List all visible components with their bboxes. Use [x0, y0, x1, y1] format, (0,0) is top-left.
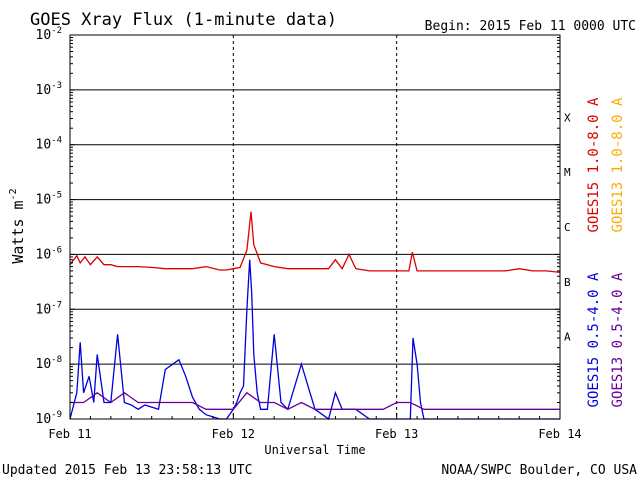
- flare-class-label: M: [564, 166, 571, 179]
- legend-entry: GOES15 0.5-4.0 A: [586, 272, 602, 407]
- svg-text:Watts m-2: Watts m-2: [8, 188, 27, 263]
- updated-timestamp: Updated 2015 Feb 13 23:58:13 UTC: [2, 463, 252, 478]
- grid: [70, 34, 560, 420]
- chart-title: GOES Xray Flux (1-minute data): [30, 10, 337, 30]
- y-tick-label: 10-9: [36, 410, 63, 427]
- flare-class-label: C: [564, 221, 571, 234]
- y-axis-label-text: Watts m: [9, 200, 27, 263]
- legend: GOES15 1.0-8.0 A GOES13 1.0-8.0 A GOES15 0…: [586, 97, 626, 407]
- y-axis-label: Watts m-2: [8, 188, 27, 263]
- series-line: [69, 259, 560, 421]
- flare-class-label: B: [564, 276, 571, 289]
- plot-frame: [69, 34, 561, 420]
- legend-entry: GOES13 1.0-8.0 A: [610, 97, 626, 232]
- y-axis-label-exponent: -2: [8, 188, 19, 200]
- series-line: [70, 391, 560, 411]
- y-tick-label: 10-3: [36, 81, 63, 98]
- y-tick-label: 10-5: [36, 191, 63, 208]
- y-tick-label: 10-7: [36, 300, 63, 317]
- series-group: [69, 211, 561, 421]
- y-tick-label: 10-4: [36, 136, 63, 153]
- y-tick-label: 10-6: [36, 245, 63, 262]
- series-line: [69, 211, 561, 274]
- begin-label: Begin: 2015 Feb 11 0000 UTC: [425, 19, 636, 34]
- x-tick-label: Feb 14: [538, 427, 581, 441]
- y-axis-ticks: 10-2 10-3 10-4 10-5 10-6 10-7 10-8 10-9: [36, 26, 560, 427]
- credit-label: NOAA/SWPC Boulder, CO USA: [441, 463, 637, 478]
- legend-entry: GOES15 1.0-8.0 A: [586, 97, 602, 232]
- legend-entry: GOES13 0.5-4.0 A: [610, 272, 626, 407]
- x-tick-label: Feb 13: [375, 427, 418, 441]
- x-axis-label: Universal Time: [264, 443, 365, 457]
- x-tick-label: Feb 12: [212, 427, 255, 441]
- y-tick-label: 10-8: [36, 355, 63, 372]
- x-tick-label: Feb 11: [48, 427, 91, 441]
- flare-class-label: X: [564, 111, 571, 124]
- flare-class-label: A: [564, 331, 571, 344]
- flare-class-labels: A B C M X: [564, 111, 571, 343]
- y-tick-label: 10-2: [36, 26, 63, 43]
- x-axis-ticks: Feb 11 Feb 12 Feb 13 Feb 14: [48, 413, 582, 441]
